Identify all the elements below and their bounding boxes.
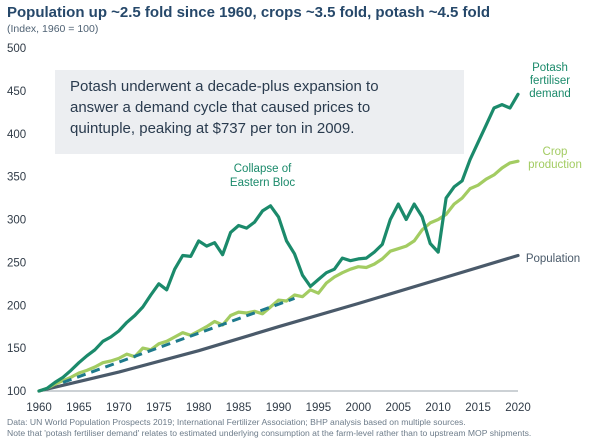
potash-fertiliser-demand-label: Potash fertiliser demand (529, 62, 571, 100)
series-label-line: production (528, 159, 582, 171)
x-tick-label: 1990 (266, 402, 292, 414)
source-note: Data: UN World Population Prospects 2019… (7, 417, 531, 439)
x-tick-label: 1960 (26, 402, 52, 414)
trend-dashed-line (62, 296, 296, 384)
crop-production-label: Crop production (528, 146, 582, 171)
series-label-line: Crop (543, 146, 568, 158)
note-line: Note that 'potash fertiliser demand' rel… (7, 428, 532, 438)
chart-title: Population up ~2.5 fold since 1960, crop… (7, 4, 491, 21)
y-tick-label: 450 (7, 86, 26, 98)
callout-box (55, 70, 464, 154)
x-tick-label: 2000 (346, 402, 372, 414)
x-tick-label: 1985 (226, 402, 252, 414)
x-axis-ticks: 1960 1965 1970 1975 1980 1985 1990 1995 2000 2005… (26, 402, 531, 414)
callout-line: Potash underwent a decade-plus expansion… (70, 78, 379, 95)
potash-fertiliser-demand-line (37, 92, 520, 393)
y-tick-label: 350 (7, 172, 26, 184)
population-line (37, 253, 520, 393)
x-tick-label: 2020 (505, 402, 531, 414)
y-tick-label: 300 (7, 215, 26, 227)
x-tick-label: 2005 (385, 402, 411, 414)
annotation-collapse-eastern-bloc: Collapse of Eastern Bloc (230, 163, 295, 189)
chart-subtitle: (Index, 1960 = 100) (7, 23, 99, 35)
y-tick-label: 200 (7, 300, 26, 312)
series-label-line: fertiliser (530, 75, 570, 87)
y-tick-label: 400 (7, 129, 26, 141)
y-axis-ticks: 100 150 200 250 300 350 400 450 500 (7, 43, 26, 398)
x-tick-label: 1970 (106, 402, 132, 414)
callout-text: Potash underwent a decade-plus expansion… (70, 76, 460, 139)
annotation-line: Eastern Bloc (230, 177, 295, 189)
x-tick-label: 2010 (425, 402, 451, 414)
x-tick-label: 1975 (146, 402, 172, 414)
y-tick-label: 250 (7, 257, 26, 269)
y-tick-label: 100 (7, 386, 26, 398)
x-tick-label: 2015 (465, 402, 491, 414)
series-label-line: demand (529, 88, 571, 100)
source-line: Data: UN World Population Prospects 2019… (7, 417, 466, 427)
y-tick-label: 500 (7, 43, 26, 55)
series-layer (37, 92, 520, 393)
series-label-line: Potash (532, 62, 568, 74)
population-label: Population (526, 253, 580, 265)
callout-line: answer a demand cycle that caused prices… (70, 99, 371, 116)
x-tick-label: 1965 (66, 402, 92, 414)
crop-production-line (37, 159, 520, 393)
annotations: Collapse of Eastern Bloc (230, 163, 295, 189)
x-tick-label: 1980 (186, 402, 212, 414)
series-label-line: Population (526, 253, 580, 265)
x-tick-label: 1995 (306, 402, 332, 414)
annotation-line: Collapse of (234, 163, 292, 175)
callout-line: quintuple, peaking at $737 per ton in 20… (70, 120, 355, 137)
series-labels: Potash fertiliser demand Crop production Popu… (526, 62, 582, 265)
y-tick-label: 150 (7, 343, 26, 355)
